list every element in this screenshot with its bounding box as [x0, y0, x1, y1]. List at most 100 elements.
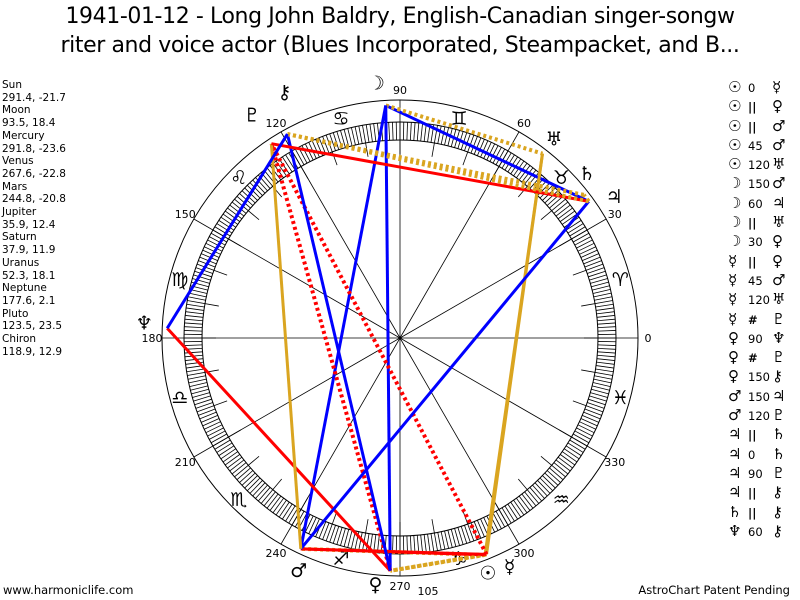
degree-tick — [590, 278, 608, 284]
aspect-type: 90 — [748, 466, 763, 481]
aspect-row: ♃ 90 ♇ — [728, 464, 800, 483]
degree-tick — [234, 198, 260, 221]
venus-glyph-icon: ♀ — [772, 251, 783, 270]
degree-tick — [332, 132, 340, 150]
degree-tick — [572, 400, 604, 413]
degree-tick — [444, 530, 449, 549]
aspect-row: ☉ || ♀ — [728, 97, 800, 116]
degree-tick — [184, 326, 203, 329]
degree-tick — [581, 300, 613, 307]
degree-tick — [362, 125, 369, 157]
degree-tick — [473, 137, 482, 155]
website-link[interactable]: www.harmoniclife.com — [3, 583, 134, 597]
degree-tick — [483, 142, 492, 159]
chiron-glyph-icon: ⚷ — [772, 502, 783, 521]
sun-glyph-icon: ☉ — [728, 78, 742, 96]
degree-tick — [480, 140, 489, 158]
sun-planet-icon: ☉ — [479, 563, 496, 585]
degree-tick — [358, 532, 363, 551]
aspect-type: 60 — [748, 196, 763, 211]
aspect-type: 45 — [748, 138, 763, 153]
degree-label: 90 — [393, 84, 407, 97]
planet-coords-chiron: 118.9, 12.9 — [2, 345, 63, 358]
degree-tick — [205, 242, 223, 252]
degree-tick — [269, 495, 282, 511]
degree-tick — [244, 475, 258, 489]
aspect-line-venus-pluto — [269, 143, 393, 572]
degree-tick — [518, 495, 531, 511]
degree-tick — [354, 126, 360, 145]
venus-glyph-icon: ♀ — [728, 348, 739, 367]
degree-tick — [351, 127, 356, 146]
aspect-row: ☉ || ♂ — [728, 117, 800, 136]
degree-tick — [507, 503, 518, 520]
jupiter-glyph-icon: ♃ — [728, 463, 742, 482]
mars-glyph-icon: ♂ — [728, 406, 742, 425]
uranus-glyph-icon: ♅ — [772, 155, 786, 174]
degree-tick — [495, 148, 506, 166]
degree-tick — [544, 472, 559, 486]
degree-tick — [576, 427, 593, 437]
division-line-150 — [193, 218, 401, 339]
degree-tick — [420, 534, 423, 553]
degree-tick — [329, 133, 336, 151]
aspect-row: ☉ 120 ♅ — [728, 155, 800, 174]
mercury-glyph-icon: ☿ — [772, 78, 782, 96]
degree-tick — [437, 125, 442, 144]
degree-tick — [596, 315, 615, 318]
degree-tick — [557, 456, 573, 469]
degree-tick — [572, 433, 590, 444]
moon-glyph-icon: ☽ — [728, 213, 742, 232]
degree-tick — [553, 462, 569, 475]
degree-tick — [597, 344, 616, 346]
aspect-row: ♄ || ⚷ — [728, 503, 800, 522]
degree-tick — [591, 281, 609, 288]
degree-tick — [504, 505, 515, 522]
degree-label: 120 — [266, 117, 287, 130]
aspect-type: 30 — [748, 235, 763, 250]
degree-tick — [275, 499, 287, 516]
degree-tick — [594, 375, 613, 380]
degree-tick — [476, 520, 485, 537]
degree-tick — [260, 478, 283, 504]
aspect-line-moon-jupiter — [385, 104, 590, 203]
degree-tick — [559, 454, 575, 466]
zodiac-pisces-icon: ♓ — [612, 387, 629, 409]
degree-tick — [413, 535, 416, 554]
planet-name-saturn: Saturn — [2, 231, 37, 244]
degree-tick — [204, 246, 221, 255]
mercury-planet-icon: ☿ — [504, 556, 516, 578]
degree-tick — [576, 239, 593, 249]
degree-tick — [187, 296, 206, 301]
aspect-line-mars-pluto — [269, 143, 303, 549]
aspect-row: ♃ || ♄ — [728, 425, 800, 444]
jupiter-planet-icon: ♃ — [606, 186, 623, 208]
degree-tick — [325, 134, 338, 166]
degree-tick — [234, 455, 260, 478]
degree-tick — [192, 392, 210, 398]
aspect-row: ♃ || ⚷ — [728, 483, 800, 502]
degree-tick — [529, 487, 543, 502]
degree-tick — [587, 267, 605, 274]
degree-tick — [579, 421, 596, 430]
degree-tick — [574, 236, 591, 246]
degree-tick — [204, 421, 221, 430]
degree-tick — [322, 522, 330, 540]
degree-tick — [583, 411, 601, 420]
aspect-row: ☿ 120 ♅ — [728, 290, 800, 309]
mars-glyph-icon: ♂ — [772, 135, 786, 154]
degree-tick — [193, 395, 211, 402]
aspect-row: ☽ 30 ♀ — [728, 232, 800, 251]
degree-tick — [486, 143, 496, 161]
degree-tick — [595, 368, 614, 373]
degree-tick — [263, 491, 276, 507]
degree-tick — [561, 451, 578, 463]
title-line-2: riter and voice actor (Blues Incorporate… — [60, 33, 740, 58]
venus-glyph-icon: ♀ — [772, 97, 783, 116]
degree-tick — [325, 510, 338, 542]
degree-tick — [437, 532, 442, 551]
degree-tick — [207, 427, 224, 437]
degree-tick — [409, 122, 412, 141]
degree-tick — [188, 378, 207, 384]
division-line-120 — [280, 131, 401, 339]
